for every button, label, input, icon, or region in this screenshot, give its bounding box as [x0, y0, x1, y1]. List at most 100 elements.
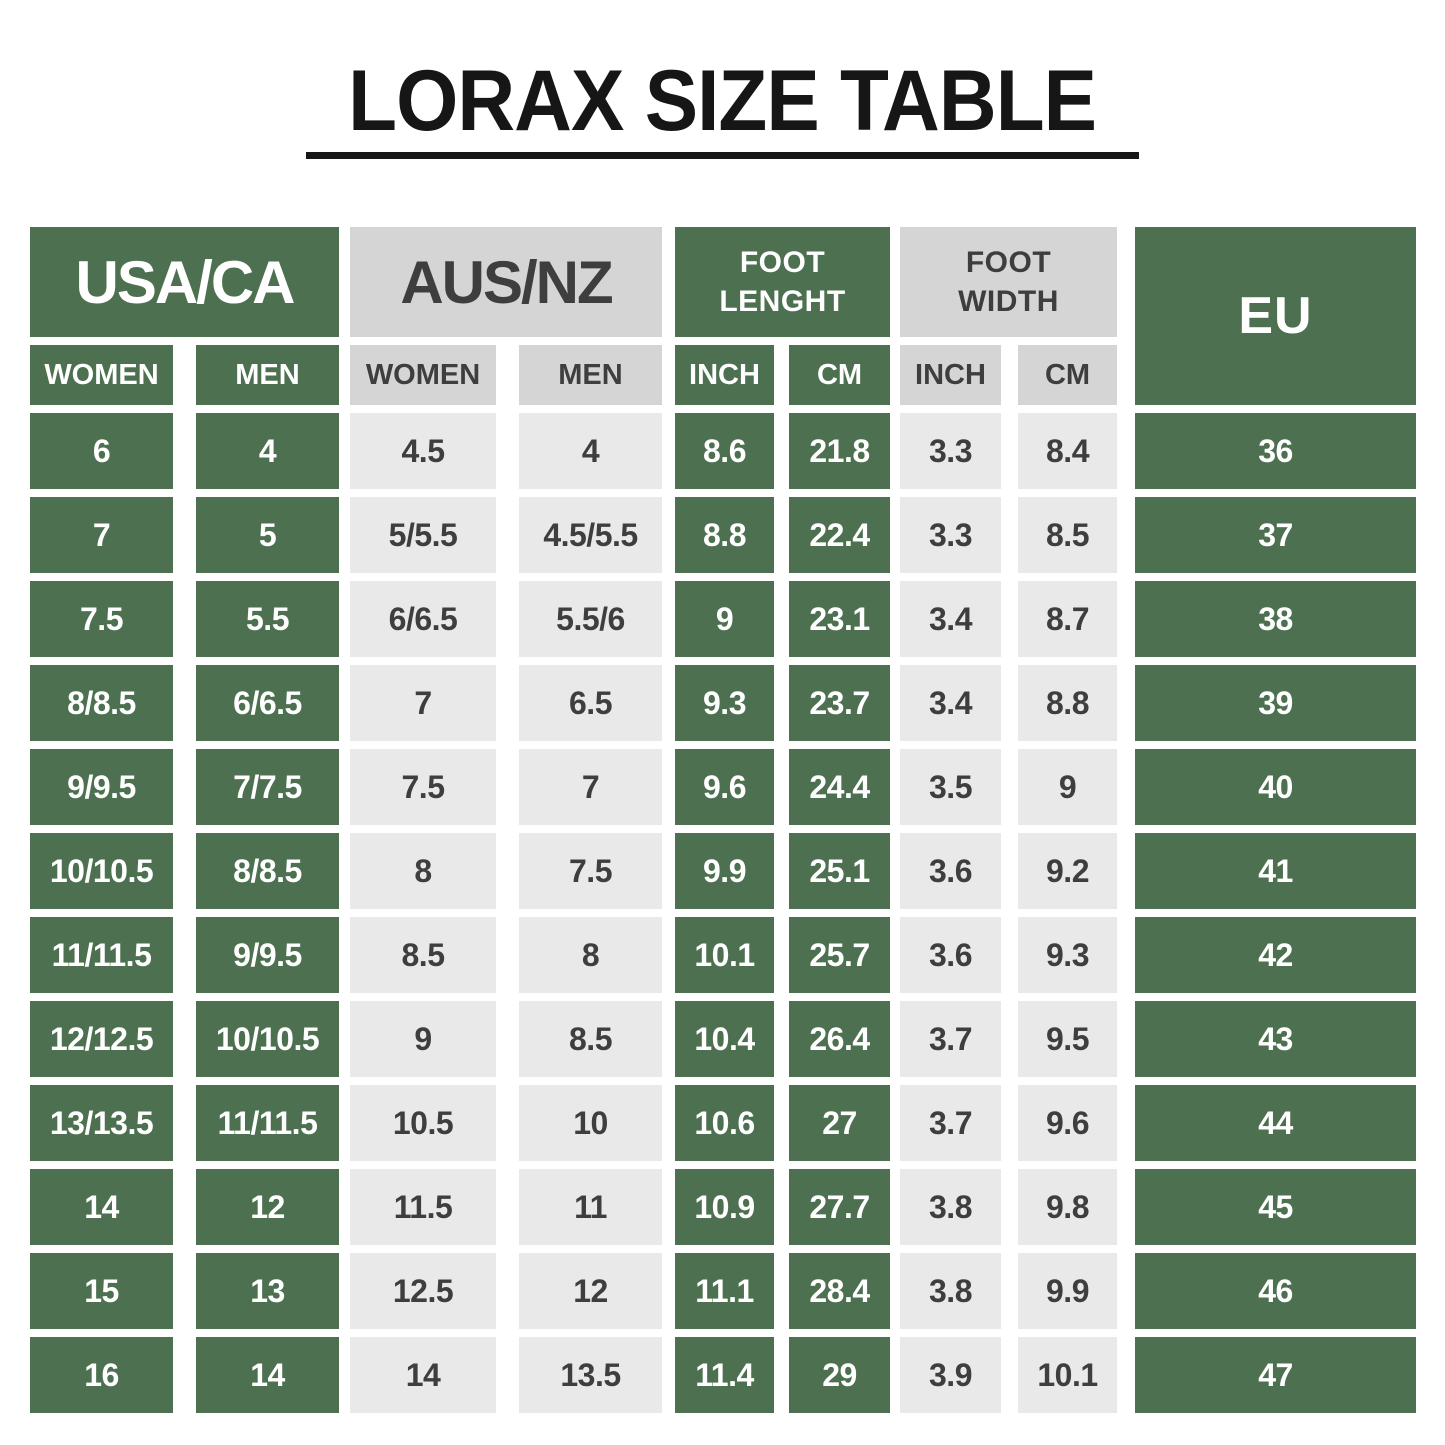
size-cell: 8.4: [1018, 413, 1117, 490]
size-cell: 3.4: [900, 581, 1001, 658]
size-cell: 7.5: [30, 581, 173, 658]
size-cell: 4.5: [350, 413, 496, 490]
size-cell: 27.7: [789, 1169, 890, 1246]
size-cell: 41: [1135, 833, 1416, 910]
size-cell: 3.7: [900, 1085, 1001, 1162]
size-cell: 9.8: [1018, 1169, 1117, 1246]
group-header-foot-width: FOOT WIDTH: [900, 227, 1117, 338]
size-cell: 14: [30, 1169, 173, 1246]
size-cell: 3.3: [900, 413, 1001, 490]
size-cell: 12/12.5: [30, 1001, 173, 1078]
size-cell: 13.5: [519, 1337, 662, 1414]
size-cell: 3.6: [900, 917, 1001, 994]
size-cell: 5: [196, 497, 339, 574]
size-cell: 5/5.5: [350, 497, 496, 574]
size-cell: 28.4: [789, 1253, 890, 1330]
size-cell: 6.5: [519, 665, 662, 742]
size-cell: 26.4: [789, 1001, 890, 1078]
size-cell: 9.5: [1018, 1001, 1117, 1078]
size-cell: 11.4: [675, 1337, 774, 1414]
size-cell: 10/10.5: [30, 833, 173, 910]
size-cell: 7.5: [350, 749, 496, 826]
size-cell: 10: [519, 1085, 662, 1162]
size-cell: 8: [519, 917, 662, 994]
size-cell: 6/6.5: [350, 581, 496, 658]
size-cell: 12: [196, 1169, 339, 1246]
size-cell: 9.6: [1018, 1085, 1117, 1162]
size-cell: 9: [675, 581, 774, 658]
size-cell: 45: [1135, 1169, 1416, 1246]
subheader-men: MEN: [519, 345, 662, 406]
size-cell: 23.1: [789, 581, 890, 658]
size-cell: 8.8: [675, 497, 774, 574]
size-cell: 8.5: [350, 917, 496, 994]
size-cell: 7: [30, 497, 173, 574]
group-header-aus-nz: AUS/NZ: [350, 227, 662, 338]
subheader-women: WOMEN: [350, 345, 496, 406]
size-cell: 3.8: [900, 1253, 1001, 1330]
size-cell: 6/6.5: [196, 665, 339, 742]
size-cell: 3.7: [900, 1001, 1001, 1078]
size-cell: 10.1: [1018, 1337, 1117, 1414]
size-cell: 39: [1135, 665, 1416, 742]
size-cell: 47: [1135, 1337, 1416, 1414]
size-cell: 38: [1135, 581, 1416, 658]
size-cell: 27: [789, 1085, 890, 1162]
size-cell: 9/9.5: [196, 917, 339, 994]
size-cell: 3.9: [900, 1337, 1001, 1414]
size-cell: 8/8.5: [30, 665, 173, 742]
size-cell: 9.6: [675, 749, 774, 826]
size-cell: 11/11.5: [196, 1085, 339, 1162]
size-cell: 22.4: [789, 497, 890, 574]
size-cell: 10.1: [675, 917, 774, 994]
size-cell: 25.1: [789, 833, 890, 910]
size-cell: 21.8: [789, 413, 890, 490]
size-cell: 7: [519, 749, 662, 826]
size-cell: 3.3: [900, 497, 1001, 574]
size-cell: 44: [1135, 1085, 1416, 1162]
subheader-women: WOMEN: [30, 345, 173, 406]
size-cell: 8.5: [1018, 497, 1117, 574]
size-cell: 3.6: [900, 833, 1001, 910]
size-cell: 3.5: [900, 749, 1001, 826]
size-cell: 9.2: [1018, 833, 1117, 910]
size-cell: 14: [350, 1337, 496, 1414]
size-cell: 29: [789, 1337, 890, 1414]
size-cell: 16: [30, 1337, 173, 1414]
size-cell: 5.5: [196, 581, 339, 658]
size-cell: 9.9: [1018, 1253, 1117, 1330]
size-table: USA/CA AUS/NZ FOOT LENGHT FOOT WIDTH EU WOMEN…: [30, 227, 1416, 1414]
size-cell: 10.6: [675, 1085, 774, 1162]
page-header: LORAX SIZE TABLE: [0, 0, 1445, 160]
size-cell: 4: [196, 413, 339, 490]
size-cell: 4: [519, 413, 662, 490]
size-cell: 8.5: [519, 1001, 662, 1078]
size-cell: 10/10.5: [196, 1001, 339, 1078]
page-title: LORAX SIZE TABLE: [348, 53, 1098, 149]
subheader-cm: CM: [1018, 345, 1117, 406]
size-cell: 10.5: [350, 1085, 496, 1162]
size-cell: 10.4: [675, 1001, 774, 1078]
size-cell: 11: [519, 1169, 662, 1246]
size-cell: 7: [350, 665, 496, 742]
size-cell: 7.5: [519, 833, 662, 910]
size-cell: 3.8: [900, 1169, 1001, 1246]
subheader-inch: INCH: [900, 345, 1001, 406]
size-cell: 11/11.5: [30, 917, 173, 994]
size-cell: 9: [1018, 749, 1117, 826]
size-cell: 37: [1135, 497, 1416, 574]
size-cell: 8/8.5: [196, 833, 339, 910]
group-header-foot-lenght: FOOT LENGHT: [675, 227, 890, 338]
size-cell: 7/7.5: [196, 749, 339, 826]
size-cell: 9.3: [1018, 917, 1117, 994]
size-cell: 12.5: [350, 1253, 496, 1330]
size-cell: 8.6: [675, 413, 774, 490]
size-cell: 8.7: [1018, 581, 1117, 658]
size-cell: 8.8: [1018, 665, 1117, 742]
size-cell: 12: [519, 1253, 662, 1330]
size-cell: 25.7: [789, 917, 890, 994]
size-cell: 36: [1135, 413, 1416, 490]
size-cell: 46: [1135, 1253, 1416, 1330]
group-header-usa-ca: USA/CA: [30, 227, 339, 338]
size-cell: 9.3: [675, 665, 774, 742]
